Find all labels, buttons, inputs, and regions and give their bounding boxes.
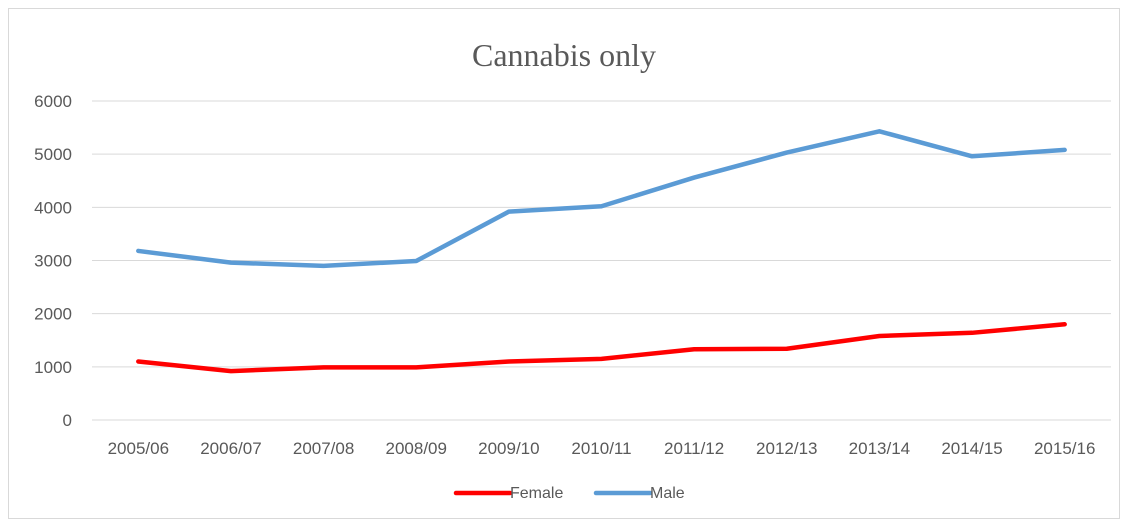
x-tick-label: 2013/14	[849, 439, 910, 458]
y-tick-label: 4000	[34, 198, 72, 217]
x-tick-label: 2015/16	[1034, 439, 1095, 458]
series-line-female	[136, 322, 1067, 374]
x-tick-label: 2008/09	[386, 439, 447, 458]
y-axis-ticks: 0 1000 2000 3000 4000 5000 6000	[34, 92, 72, 430]
y-tick-label: 1000	[34, 358, 72, 377]
x-axis-ticks: 2005/06 2006/07 2007/08 2008/09 2009/10 2010/…	[108, 439, 1096, 458]
chart-frame	[8, 8, 1120, 519]
x-tick-label: 2005/06	[108, 439, 169, 458]
y-tick-label: 3000	[34, 252, 72, 271]
y-tick-label: 2000	[34, 305, 72, 324]
y-tick-label: 5000	[34, 145, 72, 164]
x-tick-label: 2006/07	[200, 439, 261, 458]
x-tick-label: 2012/13	[756, 439, 817, 458]
chart-title: Cannabis only	[472, 37, 656, 73]
y-tick-label: 6000	[34, 92, 72, 111]
x-tick-label: 2011/12	[664, 439, 724, 458]
x-tick-label: 2009/10	[478, 439, 539, 458]
y-tick-label: 0	[63, 411, 72, 430]
x-tick-label: 2010/11	[571, 439, 631, 458]
x-tick-label: 2014/15	[941, 439, 1002, 458]
series-line-male	[136, 129, 1067, 269]
legend-label-female: Female	[510, 485, 563, 502]
legend-label-male: Male	[650, 485, 685, 502]
series-lines	[136, 129, 1067, 374]
x-tick-label: 2007/08	[293, 439, 354, 458]
legend: Female Male	[453, 485, 685, 502]
